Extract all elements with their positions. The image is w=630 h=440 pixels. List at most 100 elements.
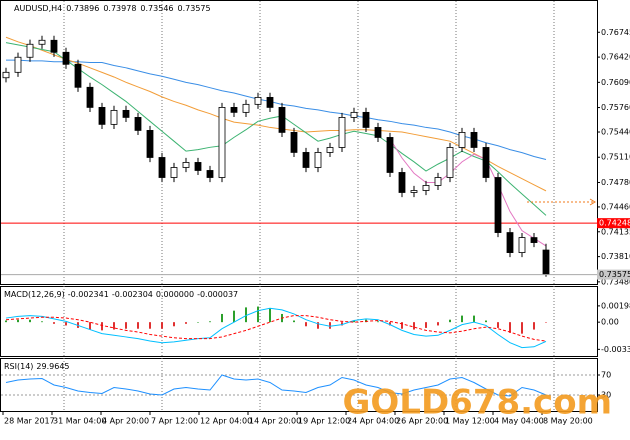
x-tick-label: 31 Mar 04:00 [53, 417, 106, 426]
histogram-bar [293, 320, 295, 323]
rsi-title: RSI(14) [4, 362, 33, 371]
candle-body [530, 237, 538, 243]
histogram-bar [101, 322, 103, 331]
candle-body [230, 107, 238, 113]
histogram-bar [41, 321, 43, 323]
y-tick-label: 0.76745 [601, 28, 630, 37]
histogram-bar [125, 322, 127, 329]
candle-body [122, 109, 130, 118]
histogram-bar [533, 322, 535, 330]
histogram-bar [53, 322, 55, 324]
y-tick-label: 0.74135 [601, 227, 630, 236]
histogram-bar [89, 322, 91, 330]
price-level-box [597, 218, 630, 229]
histogram-bar [305, 322, 307, 327]
candle-body [518, 237, 526, 253]
arrow-head [589, 198, 596, 206]
histogram-bar [233, 310, 235, 323]
candle-body [350, 111, 358, 118]
rsi-header: RSI(14) 29.9645 [4, 362, 70, 371]
candle-body [194, 162, 202, 171]
histogram-bar [425, 322, 427, 328]
header-high: 0.73978 [103, 4, 136, 13]
candle-body [362, 111, 370, 128]
macd-signal: -0.002304 [112, 290, 153, 299]
y-tick-label: 30 [601, 391, 611, 400]
y-tick-label: -0.00331 [601, 345, 630, 354]
histogram-bar [389, 322, 391, 326]
panel-frames [0, 0, 598, 412]
rsi-frame [0, 358, 598, 412]
histogram-bar [401, 322, 403, 329]
candle-body [398, 172, 406, 193]
histogram-bar [461, 315, 463, 323]
x-tick-label: 12 Apr 04:00 [200, 417, 252, 426]
candle-body [470, 132, 478, 148]
x-tick-label: 14 Apr 20:00 [249, 417, 301, 426]
indicator-line [5, 36, 547, 192]
rsi-value: 29.9645 [36, 362, 69, 371]
histogram-bar [29, 319, 31, 323]
candle-body [338, 117, 346, 148]
main-frame [0, 0, 598, 285]
histogram-bar [137, 322, 139, 329]
histogram-bar [5, 320, 7, 323]
macd-title: MACD(12,26,9) [4, 290, 65, 299]
candle-body [266, 96, 274, 108]
main-header: AUDUSD,H4 0.73896 0.73978 0.73546 0.73575 [14, 4, 211, 13]
candle-body [290, 132, 298, 153]
candle-body [62, 51, 70, 65]
candle-body [458, 132, 466, 148]
histogram-bar [197, 322, 199, 323]
header-open: 0.73896 [66, 4, 99, 13]
histogram-bar [521, 322, 523, 334]
candle-body [134, 117, 142, 131]
candle-body [146, 130, 154, 158]
macd-hist: -0.000037 [197, 290, 238, 299]
candle-body [446, 147, 454, 178]
indicator-line [6, 59, 547, 161]
histogram-bar [221, 313, 223, 323]
indicator-line [5, 42, 547, 216]
histogram-bar [341, 322, 343, 326]
histogram-bar [257, 306, 259, 323]
macd-main: -0.002341 [68, 290, 109, 299]
candle-body [374, 127, 382, 138]
candle-body [542, 249, 550, 275]
histogram-bar [509, 322, 511, 333]
x-tick-label: 26 Apr 20:00 [396, 417, 448, 426]
header-close: 0.73575 [178, 4, 211, 13]
candle-body [494, 177, 502, 233]
candle-body [386, 137, 394, 173]
histogram-bar [113, 322, 115, 330]
candle-body [38, 39, 46, 45]
histogram-bar [17, 319, 19, 323]
last-price-box [597, 269, 630, 280]
histogram-bar [485, 320, 487, 323]
last-price-label: 0.73575 [599, 270, 630, 279]
histogram-bar [245, 307, 247, 323]
candle-body [302, 152, 310, 168]
histogram-bar [269, 308, 271, 323]
candle-body [182, 162, 190, 168]
candle-body [14, 56, 22, 73]
indicator-line [389, 138, 547, 247]
candle-body [158, 157, 166, 178]
x-tick-label: 4 May 04:00 [494, 417, 544, 426]
day-separators [63, 1, 555, 411]
histogram-bar [209, 321, 211, 323]
candle-body [50, 39, 58, 53]
histogram-bar [65, 322, 67, 326]
symbol: AUDUSD,H4 [14, 4, 62, 13]
candle-body [86, 86, 94, 108]
